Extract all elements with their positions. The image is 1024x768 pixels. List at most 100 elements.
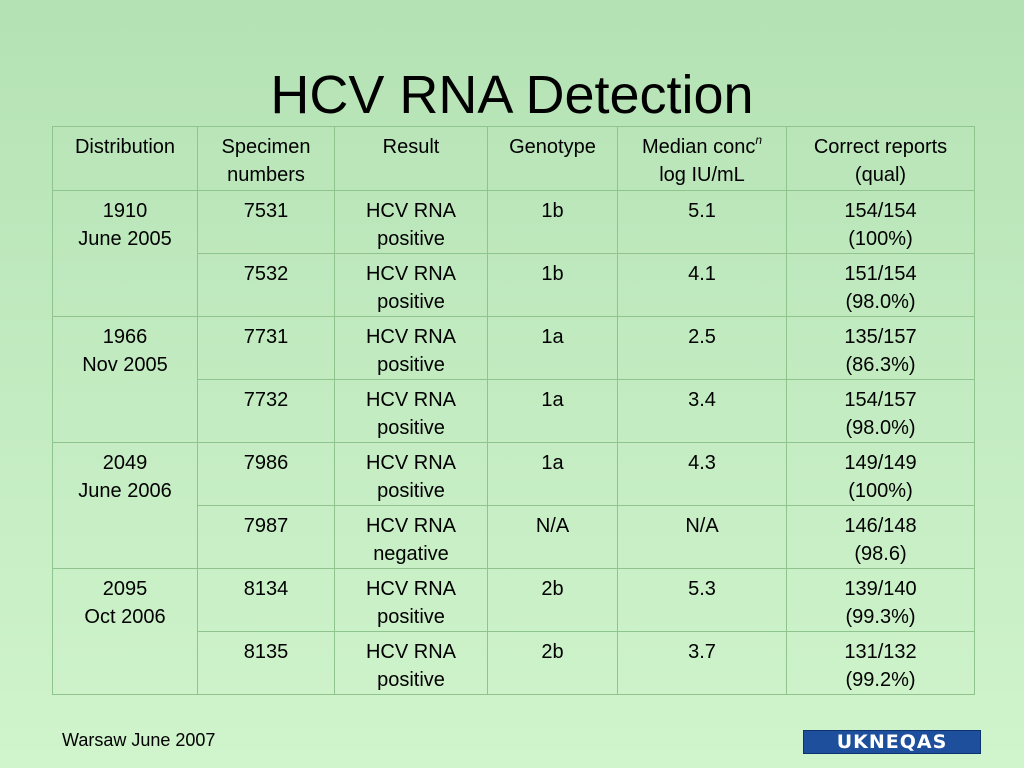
- correct-reports-cell: 131/132 (99.2%): [786, 631, 975, 695]
- specimen-cell: 7731: [197, 316, 335, 380]
- header-specimen: Specimen numbers: [197, 126, 335, 191]
- header-specimen-line2: numbers: [227, 164, 305, 186]
- distribution-cell: 2049 June 2006: [52, 442, 198, 569]
- table-row: 7732 HCV RNA positive 1a 3.4 154/157 (98.0%): [53, 379, 975, 443]
- result-cell: HCV RNA positive: [334, 316, 488, 380]
- header-correct-line1: Correct reports: [813, 136, 948, 158]
- header-median: Median concn log IU/mL: [617, 126, 787, 191]
- genotype-value: 1a: [541, 389, 564, 411]
- table-body: 1910 June 2005 7531 HCV RNA positive 1b 5.1 154…: [52, 190, 975, 695]
- result-line2: negative: [373, 543, 449, 565]
- distribution-date: Oct 2006: [84, 606, 166, 628]
- table-row: 1966 Nov 2005 7731 HCV RNA positive 1a 2.5 135/…: [52, 316, 975, 443]
- result-line2: positive: [377, 606, 445, 628]
- genotype-cell: 1b: [487, 190, 618, 254]
- header-result: Result: [334, 126, 488, 191]
- median-cell: 4.3: [617, 442, 787, 506]
- correct-reports-percent: (98.0%): [845, 417, 916, 439]
- median-value: 2.5: [688, 326, 716, 348]
- correct-reports-percent: (100%): [848, 228, 913, 250]
- median-cell: 5.1: [617, 190, 787, 254]
- genotype-cell: 1a: [487, 442, 618, 506]
- genotype-value: 1a: [541, 326, 564, 348]
- correct-reports-cell: 135/157 (86.3%): [786, 316, 975, 380]
- slide-title: HCV RNA Detection: [270, 65, 754, 125]
- median-value: 5.1: [688, 200, 716, 222]
- result-cell: HCV RNA negative: [334, 505, 488, 569]
- table-row: 2095 Oct 2006 8134 HCV RNA positive 2b 5.3 139/…: [52, 568, 975, 695]
- specimen-number: 7532: [243, 263, 289, 285]
- median-value: 5.3: [688, 578, 716, 600]
- median-value: 4.1: [688, 263, 716, 285]
- correct-reports-percent: (100%): [848, 480, 913, 502]
- header-correct-reports: Correct reports (qual): [786, 126, 975, 191]
- correct-reports-count: 139/140: [844, 578, 917, 600]
- genotype-value: 1a: [541, 452, 564, 474]
- median-value: 3.7: [688, 641, 716, 663]
- median-value: N/A: [685, 515, 719, 537]
- genotype-cell: 1b: [487, 253, 618, 317]
- result-line2: positive: [377, 417, 445, 439]
- result-line2: positive: [377, 228, 445, 250]
- distribution-cell: 1910 June 2005: [52, 190, 198, 317]
- header-result-label: Result: [382, 136, 440, 158]
- result-line1: HCV RNA: [365, 452, 456, 474]
- result-line2: positive: [377, 669, 445, 691]
- distribution-id: 1910: [102, 200, 148, 222]
- genotype-value: 1b: [541, 263, 564, 285]
- header-correct-line2: (qual): [854, 164, 907, 186]
- table-row: 8135 HCV RNA positive 2b 3.7 131/132 (99.2%): [53, 631, 975, 695]
- footer-text: Warsaw June 2007: [62, 730, 216, 750]
- genotype-value: 1b: [541, 200, 564, 222]
- distribution-cell: 1966 Nov 2005: [52, 316, 198, 443]
- genotype-value: 2b: [541, 641, 564, 663]
- logo-text: UKNEQAS: [836, 731, 948, 753]
- results-table: Distribution Specimen numbers Result Gen…: [52, 126, 975, 695]
- specimen-cell: 8134: [197, 568, 335, 632]
- correct-reports-percent: (99.2%): [845, 669, 916, 691]
- distribution-date: June 2006: [78, 480, 172, 502]
- specimen-number: 8134: [243, 578, 289, 600]
- genotype-cell: 2b: [487, 568, 618, 632]
- distribution-date: Nov 2005: [82, 354, 168, 376]
- correct-reports-count: 154/154: [844, 200, 917, 222]
- genotype-cell: 1a: [487, 379, 618, 443]
- correct-reports-count: 131/132: [844, 641, 917, 663]
- correct-reports-count: 154/157: [844, 389, 917, 411]
- correct-reports-percent: (98.0%): [845, 291, 916, 313]
- correct-reports-cell: 149/149 (100%): [786, 442, 975, 506]
- genotype-cell: N/A: [487, 505, 618, 569]
- median-cell: 5.3: [617, 568, 787, 632]
- result-line1: HCV RNA: [365, 515, 456, 537]
- distribution-id: 2095: [102, 578, 148, 600]
- genotype-cell: 2b: [487, 631, 618, 695]
- specimen-number: 7987: [243, 515, 289, 537]
- specimen-cell: 7532: [197, 253, 335, 317]
- result-line1: HCV RNA: [365, 641, 456, 663]
- specimen-number: 7531: [243, 200, 289, 222]
- correct-reports-percent: (86.3%): [845, 354, 916, 376]
- header-genotype: Genotype: [487, 126, 618, 191]
- result-line1: HCV RNA: [365, 263, 456, 285]
- table-row: 7532 HCV RNA positive 1b 4.1 151/154 (98.0%): [53, 253, 975, 317]
- median-value: 4.3: [688, 452, 716, 474]
- median-cell: 2.5: [617, 316, 787, 380]
- result-cell: HCV RNA positive: [334, 442, 488, 506]
- result-cell: HCV RNA positive: [334, 568, 488, 632]
- genotype-value: N/A: [535, 515, 570, 537]
- specimen-number: 7986: [243, 452, 289, 474]
- result-cell: HCV RNA positive: [334, 379, 488, 443]
- result-line1: HCV RNA: [365, 200, 456, 222]
- header-distribution: Distribution: [52, 126, 198, 191]
- correct-reports-count: 151/154: [844, 263, 917, 285]
- header-distribution-label: Distribution: [74, 136, 176, 158]
- specimen-cell: 8135: [197, 631, 335, 695]
- correct-reports-cell: 139/140 (99.3%): [786, 568, 975, 632]
- median-cell: 3.4: [617, 379, 787, 443]
- result-line2: positive: [377, 480, 445, 502]
- result-line2: positive: [377, 291, 445, 313]
- median-cell: N/A: [617, 505, 787, 569]
- correct-reports-cell: 146/148 (98.6): [786, 505, 975, 569]
- specimen-cell: 7986: [197, 442, 335, 506]
- result-cell: HCV RNA positive: [334, 631, 488, 695]
